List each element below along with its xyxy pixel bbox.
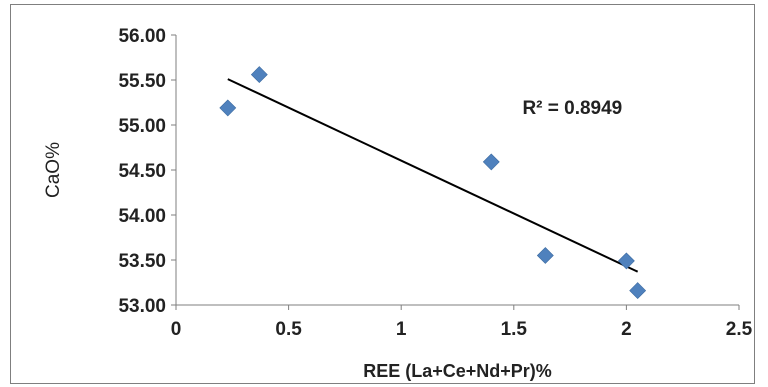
scatter-chart: 53.00 53.50 54.00 54.50 55.00 55.50 56.00 0 0.5 1… [43,26,753,381]
data-point [250,66,268,84]
data-point [617,252,635,270]
trendline [227,78,639,273]
data-point [629,282,647,300]
x-tick-label: 0 [171,319,182,340]
y-tick-label: 53.50 [118,251,166,272]
x-tick-label: 2.5 [726,319,753,340]
y-tick-label: 53.00 [118,296,166,317]
chart-frame: 53.00 53.50 54.00 54.50 55.00 55.50 56.00 0 0.5 1… [10,4,755,384]
x-tick-label: 1.5 [501,319,528,340]
y-tick-label: 55.00 [118,116,166,137]
x-tick-label: 0.5 [275,319,302,340]
y-tick-label: 54.50 [118,161,166,182]
x-axis-title: REE (La+Ce+Nd+Pr)% [363,361,552,381]
data-point [482,153,500,171]
r-squared-annotation: R² = 0.8949 [522,98,622,119]
data-point [536,247,554,264]
y-tick-label: 54.00 [118,206,166,227]
y-tick-label: 55.50 [118,71,166,92]
y-axis-title: CaO% [43,142,64,198]
x-tick-label: 2 [621,319,632,340]
x-tick-label: 1 [396,319,407,340]
data-point [219,99,237,117]
y-tick-label: 56.00 [118,26,166,47]
